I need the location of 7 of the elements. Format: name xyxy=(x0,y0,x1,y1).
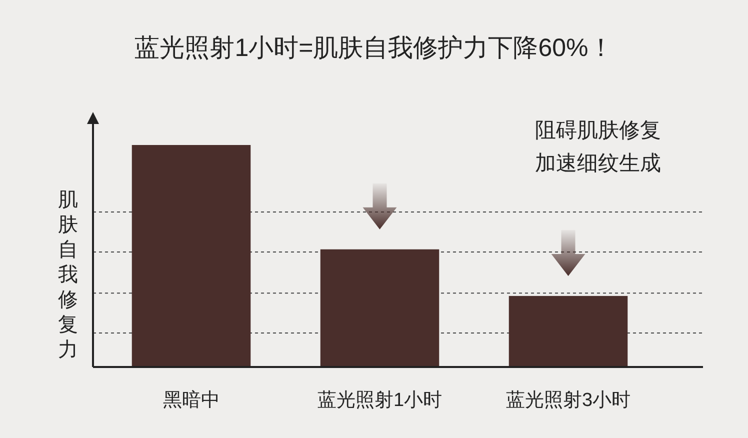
x-tick-label: 蓝光照射3小时 xyxy=(506,390,631,411)
chart-title: 蓝光照射1小时=肌肤自我修护力下降60%！ xyxy=(134,34,614,62)
x-tick-label: 蓝光照射1小时 xyxy=(317,390,442,411)
y-axis-title: 肌肤自我修复力 xyxy=(58,189,78,361)
x-tick-label: 黑暗中 xyxy=(162,389,220,411)
annotation: 加速细纹生成 xyxy=(535,152,661,175)
text: 阻碍肌肤修复 xyxy=(535,119,661,142)
